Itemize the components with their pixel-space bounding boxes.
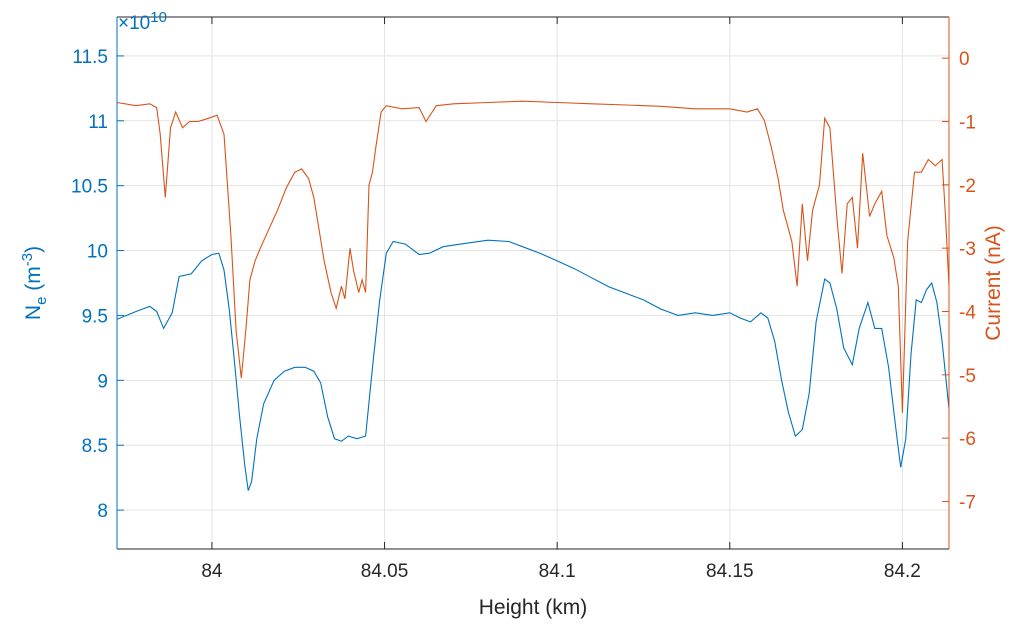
y-right-tick-label: 0 [959,49,970,70]
x-tick-label: 84.1 [539,561,576,582]
electron-density-line [116,239,950,491]
y-right-tick-label: -7 [959,493,976,514]
y-left-tick-label: 11.5 [72,47,108,68]
x-tick-label: 84.15 [706,561,754,582]
axes-box [116,16,950,550]
y-right-tick-label: -6 [959,429,976,450]
plot-background [117,17,949,549]
x-tick-label: 84.2 [884,561,921,582]
y-left-tick-label: 9 [97,371,108,392]
y-right-tick-label: -2 [959,176,976,197]
y-right-tick-label: -5 [959,366,976,387]
current-line [116,100,950,413]
y-left-tick-label: 8 [97,501,108,522]
y-left-tick-label: 11 [88,112,108,133]
y-right-axis-label: Current (nA) [982,225,1005,341]
y-left-tick-label: 10 [87,242,108,263]
y-right-tick-label: -3 [959,239,976,260]
x-ticks: 84 84.05 84.1 84.15 84.2 [201,17,921,582]
x-axis-label: Height (km) [479,596,588,619]
y-left-tick-label: 9.5 [82,306,108,327]
y-left-tick-label: 8.5 [82,436,108,457]
y-left-axis-label: Ne (m-3) [19,246,50,320]
left-axis-exponent: ×1010 [118,9,167,34]
x-tick-label: 84.05 [361,561,409,582]
y-right-tick-label: -1 [959,113,976,134]
y-left-tick-label: 10.5 [71,177,108,198]
y-right-tick-label: -4 [959,303,976,324]
x-tick-label: 84 [201,561,223,582]
y-left-ticks: 8 8.5 9 9.5 10 10.5 11 11.5 [71,47,124,522]
y-right-ticks: -7 -6 -5 -4 -3 -2 -1 0 [942,49,976,514]
